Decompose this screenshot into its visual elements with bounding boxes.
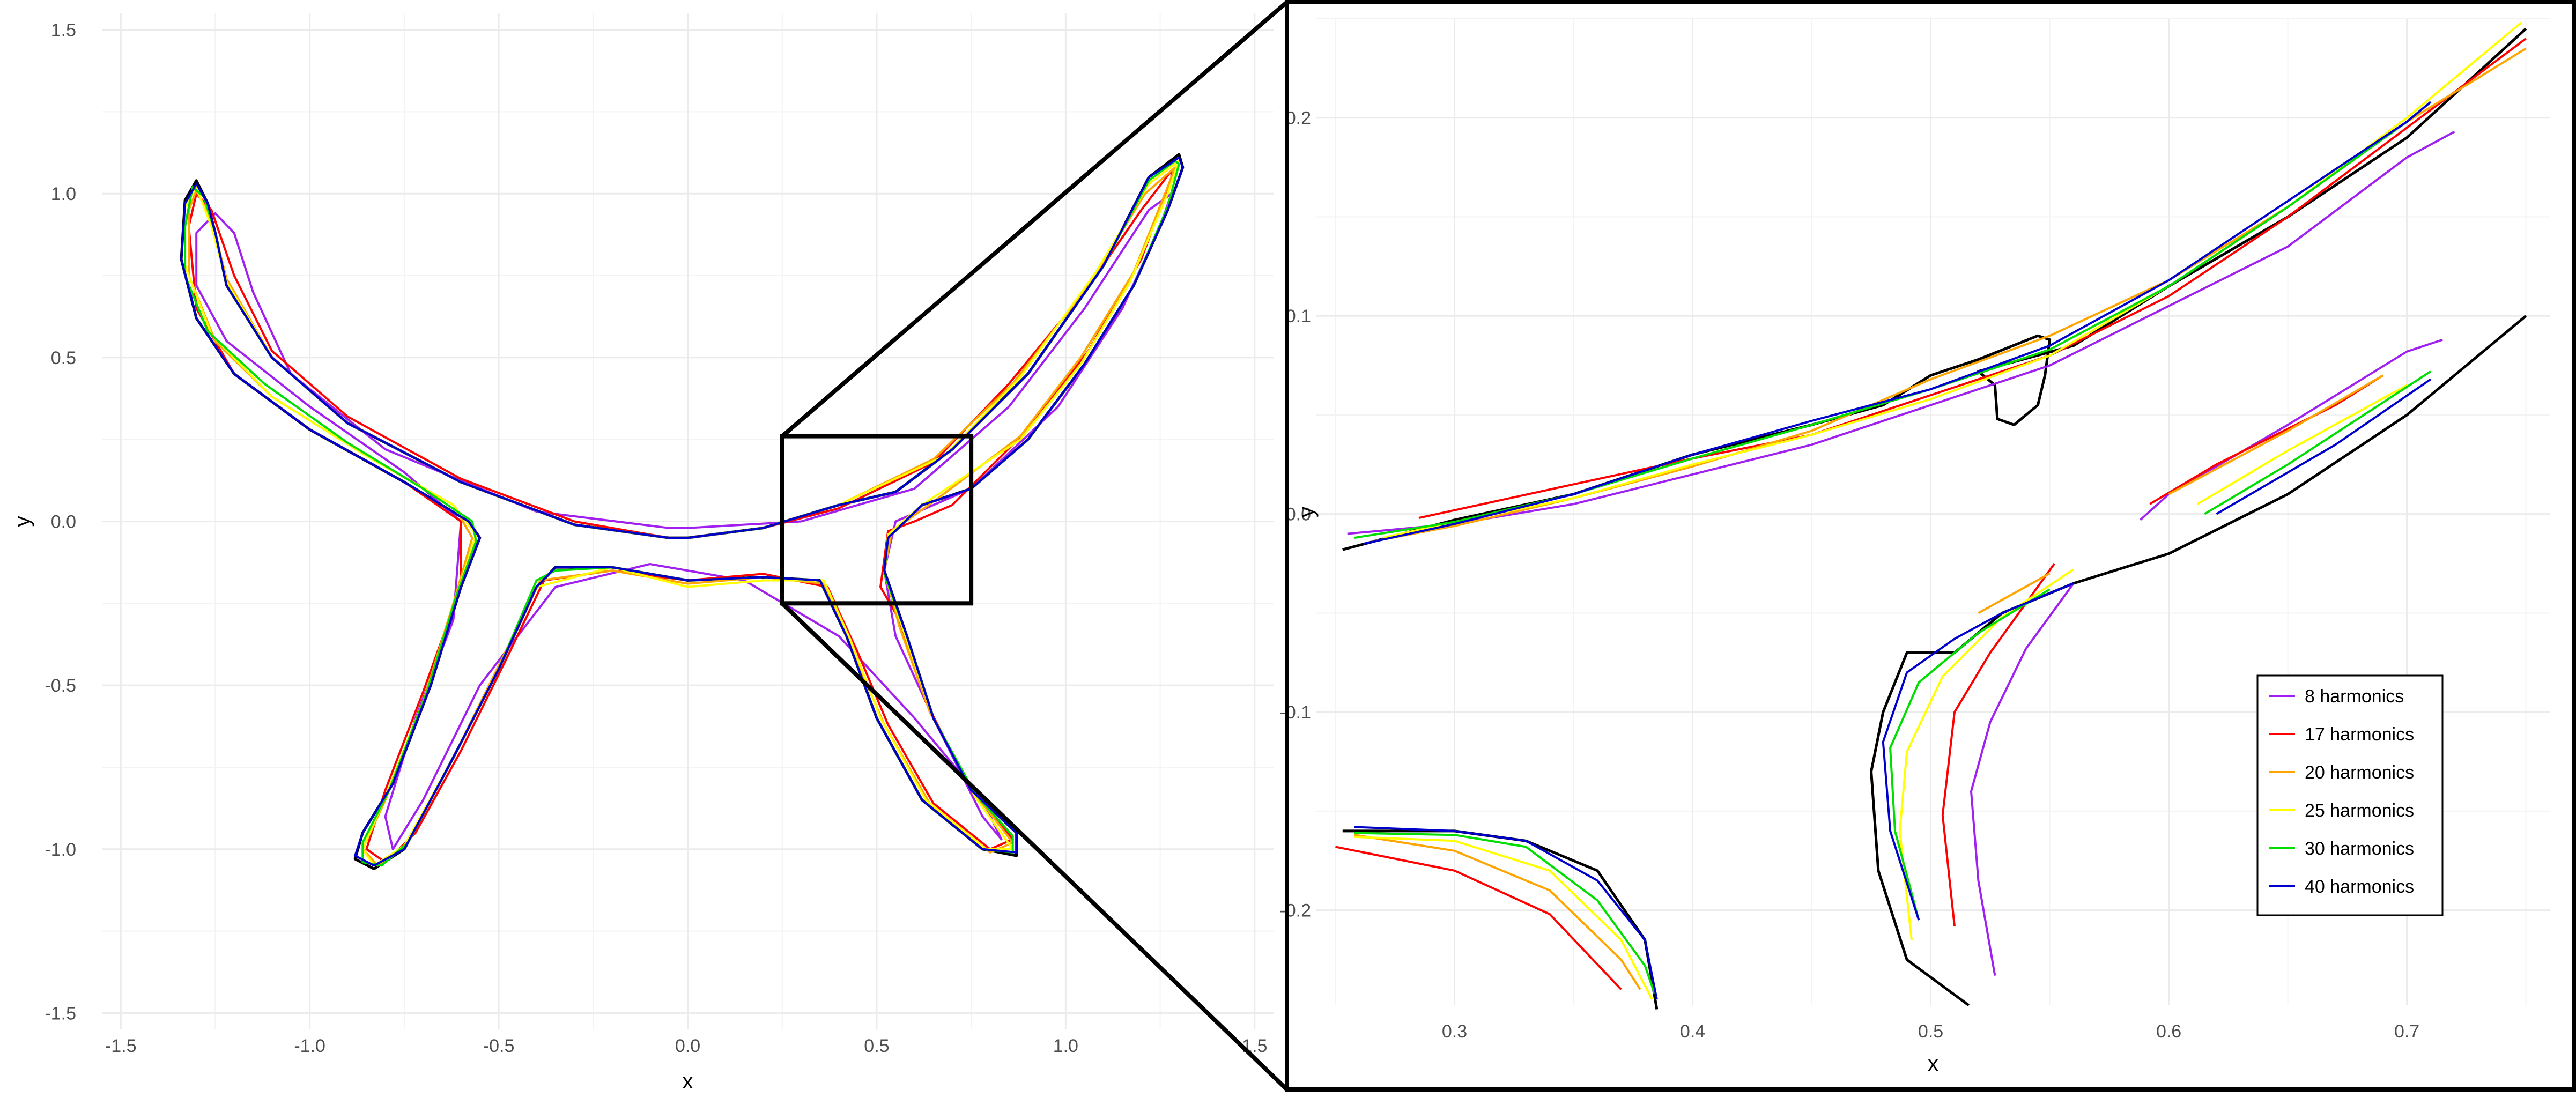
series-line-25-harmonics-segment-2 [1354,835,1653,1000]
x-tick-label: -0.5 [483,1036,515,1056]
x-tick-label: 0.3 [1442,1021,1467,1042]
connector-line-top [781,0,1289,438]
y-tick-label: -1.0 [45,840,76,860]
y-tick-label: 0.0 [1286,505,1311,525]
series-line-20-harmonics-segment-2 [1354,834,1641,990]
zoom-panel: 0.3 0.4 0.5 0.6 0.7 -0.2 -0.1 0.0 0.1 0.2 x y [1279,0,2576,1092]
x-tick-label: 0.5 [864,1036,889,1056]
main-tick-labels: -1.5 -1.0 -0.5 0.0 0.5 1.0 1.5 -1.5 -1.0 -0.5 0.0 0… [45,20,1267,1056]
zoom-panel-frame [1285,0,2576,1092]
zoom-x-axis-title: x [1928,1052,1938,1076]
x-tick-label: 0.5 [1918,1021,1943,1042]
series-line-8-harmonics-segment-1 [1347,130,2455,535]
y-tick-label: 0.1 [1286,306,1311,327]
main-panel: -1.5 -1.0 -0.5 0.0 0.5 1.0 1.5 -1.5 -1.0 -0.5 0.0 0… [11,13,1274,1093]
series-line-30-harmonics-segment-3 [1889,588,2051,921]
legend-label: 8 harmonics [2305,686,2404,707]
legend-label: 17 harmonics [2305,724,2414,745]
legend-label: 25 harmonics [2305,800,2414,821]
legend-label: 40 harmonics [2305,877,2414,897]
series-line-40-harmonics-segment-2 [1354,826,1658,1000]
legend-items: 8 harmonics 17 harmonics 20 harmonics 25 ha… [2269,686,2414,897]
zoom-series [1335,21,2527,1010]
y-tick-label: -0.1 [1279,702,1311,723]
legend-box [2256,674,2444,916]
legend-item: 20 harmonics [2269,762,2414,783]
series-line-20-harmonics [188,166,1176,867]
main-x-axis-title: x [683,1070,693,1093]
main-y-axis-title: y [11,516,34,527]
y-tick-label: 0.0 [51,512,76,532]
series-line-20-harmonics-segment-4 [2168,374,2384,495]
y-tick-label: 1.5 [51,20,76,41]
series-line-8-harmonics-segment-2 [1970,582,2075,976]
main-grid [102,13,1274,1029]
legend-label: 30 harmonics [2305,839,2414,859]
legend-item: 8 harmonics [2269,686,2404,707]
x-tick-label: -1.0 [294,1036,325,1056]
zoom-connectors [780,0,1289,1091]
series-line-30-harmonics-segment-2 [1354,832,1656,994]
series-line-40-harmonics-segment-1 [1364,101,2432,545]
series-line-40-harmonics-segment-4 [2216,378,2432,515]
zoom-tick-labels: 0.3 0.4 0.5 0.6 0.7 -0.2 -0.1 0.0 0.1 0.2 [1279,108,2419,1042]
legend-item: 25 harmonics [2269,800,2414,821]
x-tick-label: 1.0 [1053,1036,1078,1056]
y-tick-label: -1.5 [45,1003,76,1024]
main-series [180,153,1185,870]
legend: 8 harmonics 17 harmonics 20 harmonics 25 ha… [2256,674,2444,916]
series-line-20-harmonics-segment-3 [1978,572,2051,614]
x-tick-label: 0.7 [2394,1021,2419,1042]
legend-label: 20 harmonics [2305,762,2414,783]
legend-item: 30 harmonics [2269,839,2414,859]
x-tick-label: -1.5 [105,1036,137,1056]
legend-item: 40 harmonics [2269,877,2414,897]
zoom-y-axis-title: y [1295,507,1319,517]
series-line-17-harmonics-segment-3 [1941,562,2056,926]
x-tick-label: 0.0 [675,1036,700,1056]
y-tick-label: -0.2 [1279,901,1311,921]
series-line-30-harmonics-segment-4 [2204,370,2432,515]
x-tick-label: 0.4 [1680,1021,1705,1042]
x-tick-label: 0.6 [2156,1021,2181,1042]
y-tick-label: -0.5 [45,676,76,696]
y-tick-label: 0.5 [51,348,76,368]
zoom-box [780,434,974,606]
x-tick-label: 1.5 [1242,1036,1267,1056]
legend-item: 17 harmonics [2269,724,2414,745]
series-line-17-harmonics-segment-1 [1418,38,2527,520]
series-line-25-harmonics-segment-4 [2196,384,2408,505]
series-line-17-harmonics-segment-2 [1335,846,1622,990]
y-tick-label: 1.0 [51,184,76,204]
connector-line-bottom [780,602,1289,1091]
series-line-40-harmonics-segment-3 [1882,582,2074,921]
series-line-8-harmonics-segment-3 [2139,338,2443,521]
series-line-original-segment-1 [1342,27,2527,551]
y-tick-label: 0.2 [1286,108,1311,129]
series-line-40-harmonics [180,157,1184,867]
series-line-25-harmonics-segment-1 [1382,21,2522,539]
